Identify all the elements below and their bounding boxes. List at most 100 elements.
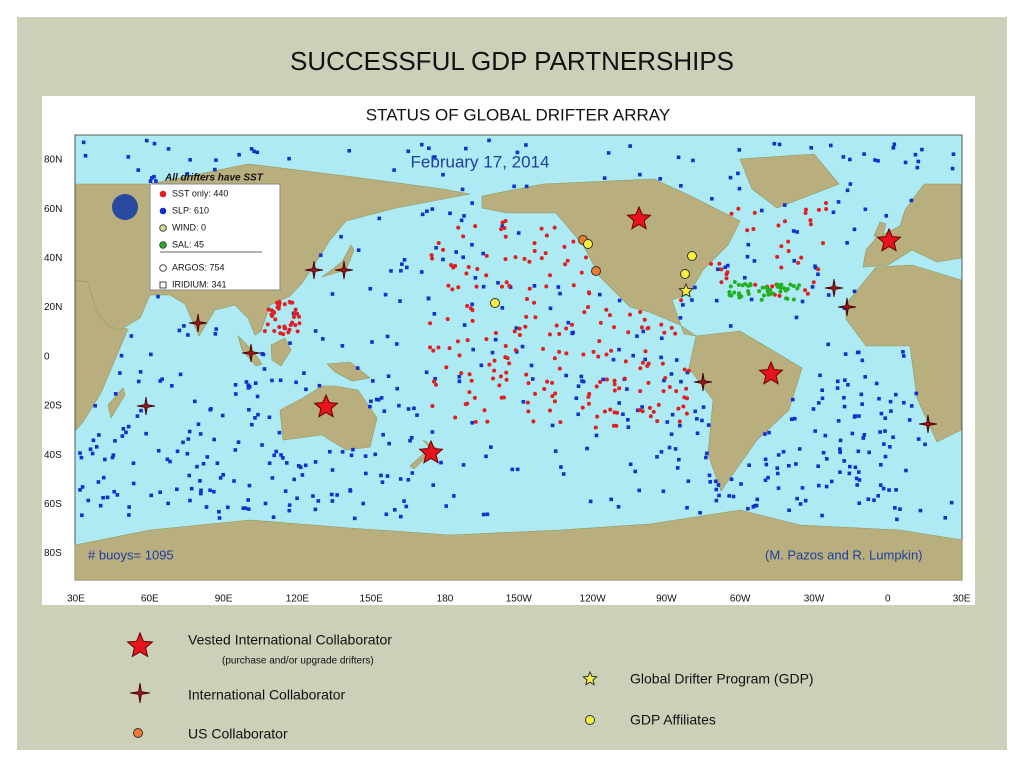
drifter [410,471,415,475]
lat-label: 80S [44,548,62,559]
drifter [515,467,520,472]
drifter [800,486,805,490]
drifter [187,473,192,478]
drifter [598,292,602,297]
drifter [236,440,241,444]
drifter [737,186,742,191]
drifter [272,453,276,458]
drifter [797,447,802,451]
drifter [185,451,190,456]
drifter [363,471,368,476]
drifter [639,325,644,330]
drifter [609,348,614,353]
drifter [455,339,460,344]
drifter [640,405,644,409]
drifter [647,405,652,410]
drifter [566,320,571,325]
drifter [113,392,118,396]
drifter [465,304,470,309]
drifter [469,378,474,383]
drifter [674,358,679,362]
map-legend-label: SST only: 440 [172,188,228,198]
drifter [340,450,345,454]
drifter [638,389,643,394]
drifter [432,155,437,159]
drifter [916,437,921,441]
drifter [643,357,648,362]
drifter [727,494,731,498]
drifter [267,415,272,420]
drifter [716,483,721,487]
drifter [852,227,857,232]
drifter [281,456,285,460]
drifter [824,206,829,211]
drifter [93,403,97,408]
drifter [532,284,537,288]
drifter [226,505,230,510]
partner-dot [583,239,593,249]
lon-label: 150W [506,594,533,605]
drifter [168,459,172,464]
map-legend-label: ARGOS: 754 [172,262,225,272]
drifter [909,404,914,408]
drifter [571,283,576,288]
drifter [665,420,670,424]
drifters [78,138,956,522]
drifter [397,403,401,408]
drifter [879,411,884,416]
drifter [252,149,256,154]
drifter [284,461,289,465]
drifter [524,184,529,189]
drifter [150,176,154,180]
drifter [237,152,241,157]
drifter [707,473,712,478]
drifter [182,324,186,328]
drifter [842,459,847,463]
drifter [824,484,829,489]
drifter [399,268,403,273]
drifter [661,489,666,494]
drifter [428,321,433,326]
drifter [419,142,424,147]
drifter [467,390,472,395]
vested-star [758,360,784,385]
drifter [811,407,816,411]
drifter [436,241,441,246]
drifter [841,155,846,159]
drifter [808,218,813,223]
drifter [558,291,562,296]
drifter [105,495,110,500]
drifter [820,396,825,401]
drifter [686,368,691,373]
drifter [760,285,765,290]
drifter [463,146,468,151]
drifter [684,386,689,391]
drifter [352,516,357,521]
drifter [640,360,645,365]
drifter [406,149,411,154]
drifter [369,399,373,404]
drifter [857,414,861,418]
drifter [282,302,287,307]
drifter [328,449,332,454]
drifter [670,412,675,417]
drifter [149,352,153,357]
drifter [866,497,871,501]
drifter [609,497,614,502]
drifter [950,166,955,171]
drifter [524,314,529,319]
drifter [355,366,360,370]
drifter [674,389,679,394]
drifter [485,512,490,517]
drifter [424,370,429,375]
slide-title: SUCCESSFUL GDP PARTNERSHIPS [290,46,734,76]
drifter [796,260,801,265]
drifter [775,471,780,476]
lon-label: 60E [141,594,159,605]
drifter [430,403,435,408]
drifter [409,435,414,440]
drifter [156,448,161,453]
drifter [809,145,814,150]
drifter [820,388,825,393]
drifter [523,324,528,329]
